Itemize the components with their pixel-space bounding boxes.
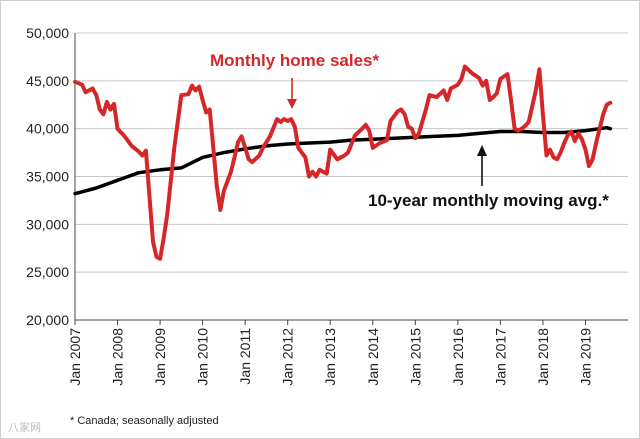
annotation-monthly-home-sales: Monthly home sales* — [210, 51, 379, 70]
y-tick-label: 30,000 — [26, 216, 69, 232]
watermark: 八家网 — [8, 420, 41, 434]
series-line-moving-average — [73, 125, 613, 196]
y-tick-label: 35,000 — [26, 169, 69, 185]
y-tick-label: 50,000 — [26, 25, 69, 41]
footnote: * Canada; seasonally adjusted — [70, 415, 219, 427]
x-tick-label: Jan 2008 — [110, 328, 126, 386]
x-tick-label: Jan 2014 — [365, 328, 381, 386]
series-line-monthly-home-sales — [73, 64, 613, 261]
y-tick-label: 40,000 — [26, 121, 69, 137]
x-tick-label: Jan 2019 — [577, 328, 593, 386]
x-tick-label: Jan 2018 — [535, 328, 551, 386]
x-tick-label: Jan 2017 — [492, 328, 508, 386]
x-axis-ticks: Jan 2007 Jan 2008 Jan 2009 Jan 2010 Jan 2011… — [67, 320, 593, 386]
y-tick-label: 20,000 — [26, 312, 69, 328]
x-tick-label: Jan 2013 — [322, 328, 338, 386]
y-tick-label: 45,000 — [26, 73, 69, 89]
x-tick-label: Jan 2009 — [152, 328, 168, 386]
gridlines — [74, 32, 628, 321]
annotation-moving-average: 10-year monthly moving avg.* — [368, 191, 609, 210]
x-tick-label: Jan 2015 — [407, 328, 423, 386]
x-tick-label: Jan 2012 — [280, 328, 296, 386]
x-tick-label: Jan 2010 — [195, 328, 211, 386]
x-tick-label: Jan 2007 — [67, 328, 83, 386]
x-tick-label: Jan 2016 — [450, 328, 466, 386]
y-tick-label: 25,000 — [26, 264, 69, 280]
x-tick-label: Jan 2011 — [237, 328, 253, 385]
series-lines — [73, 64, 613, 261]
annotation-arrow-black — [477, 145, 487, 186]
y-axis-ticks: 20,000 25,000 30,000 35,000 40,000 45,000 50,0… — [26, 25, 69, 328]
annotation-arrow-red — [287, 78, 297, 109]
